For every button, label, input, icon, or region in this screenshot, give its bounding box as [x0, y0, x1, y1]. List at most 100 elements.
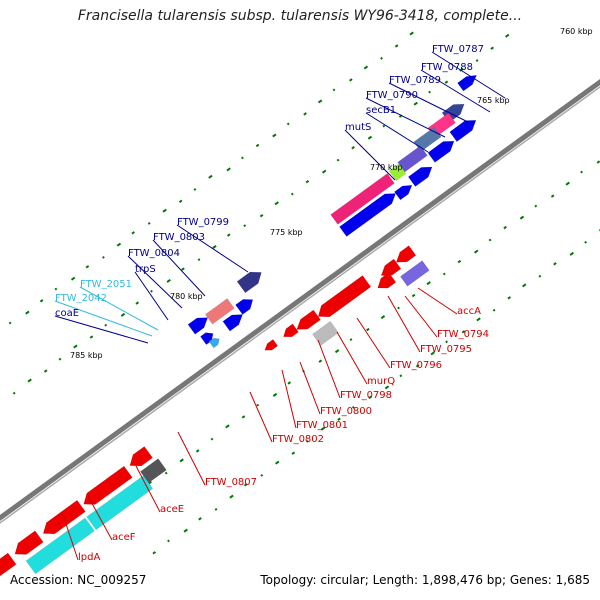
gc-dot [475, 59, 479, 62]
label-ftw-0807[interactable]: FTW_0807 [205, 477, 257, 488]
gc-dot [550, 194, 555, 198]
gene-forward[interactable] [394, 185, 413, 201]
gene-reverse[interactable] [283, 323, 299, 338]
gene-acca[interactable] [395, 245, 417, 263]
gene-murq[interactable] [296, 309, 321, 330]
gc-dot [336, 158, 340, 162]
gc-dot [317, 99, 323, 104]
label-ftw-2042[interactable]: FTW_2042 [55, 293, 107, 304]
leader-line [134, 271, 169, 321]
gc-dot [178, 199, 183, 203]
gc-dot [442, 272, 446, 276]
gc-dot [596, 160, 600, 164]
label-ftw-0790[interactable]: FTW_0790 [366, 90, 418, 101]
gc-dot [25, 310, 30, 315]
gene-ftw-0795[interactable] [317, 275, 372, 318]
gene-forward[interactable] [449, 119, 477, 142]
label-ftw-0803[interactable]: FTW_0803 [153, 232, 205, 243]
gc-dot [275, 460, 280, 465]
gene-ftw-0799[interactable] [236, 271, 262, 294]
leader-line [431, 51, 506, 99]
gene-reverse[interactable] [129, 446, 153, 467]
gene-ftw-2042[interactable] [208, 337, 220, 349]
gene-forward[interactable] [427, 140, 455, 163]
label-ftw-0799[interactable]: FTW_0799 [177, 217, 229, 228]
gc-dot [444, 80, 449, 84]
gc-dot [332, 88, 336, 92]
label-acef[interactable]: aceF [112, 532, 136, 543]
gene-trps[interactable] [187, 317, 209, 335]
gc-dot [286, 122, 290, 126]
gc-dot [490, 46, 494, 50]
gene-ftw-0794[interactable] [400, 260, 430, 287]
label-secb1[interactable]: secB1 [366, 105, 396, 116]
gc-dot [260, 473, 264, 477]
gc-dot [70, 276, 76, 281]
gene-reverse[interactable] [377, 272, 397, 289]
gc-dot [102, 256, 105, 259]
gc-dot [409, 31, 414, 36]
label-lpda[interactable]: lpdA [78, 552, 100, 563]
gc-dot [305, 179, 310, 184]
gene-ftw-0803[interactable] [205, 298, 235, 325]
label-muts[interactable]: mutS [345, 122, 371, 133]
gene-reverse[interactable] [14, 530, 44, 555]
label-ftw-0787[interactable]: FTW_0787 [432, 44, 484, 55]
gc-dot [208, 174, 213, 179]
gc-dot [58, 357, 62, 361]
gene-muts[interactable] [330, 173, 395, 225]
label-ftw-0800[interactable]: FTW_0800 [320, 406, 372, 417]
label-coae[interactable]: coaE [55, 308, 79, 319]
gene-ftw-0798[interactable] [312, 320, 339, 346]
label-ftw-0794[interactable]: FTW_0794 [437, 329, 489, 340]
gc-dot [255, 143, 260, 148]
gc-dot [366, 327, 370, 332]
gc-dot [380, 315, 386, 320]
gc-dot [193, 188, 197, 191]
gene-forward[interactable] [339, 193, 396, 237]
gc-dot [505, 33, 510, 38]
label-ftw-0789[interactable]: FTW_0789 [389, 75, 441, 86]
gene-acef[interactable] [42, 499, 86, 535]
label-ftw-0788[interactable]: FTW_0788 [421, 62, 473, 73]
backbone-line [0, 78, 600, 522]
label-ftw-0795[interactable]: FTW_0795 [420, 344, 472, 355]
label-ftw-0798[interactable]: FTW_0798 [340, 390, 392, 401]
gene-forward[interactable] [457, 74, 478, 92]
gc-dot [226, 167, 231, 172]
gc-dot [320, 426, 326, 431]
label-ftw-0802[interactable]: FTW_0802 [272, 434, 324, 445]
label-trps[interactable]: trpS [135, 264, 156, 275]
gc-dot [306, 439, 309, 443]
gc-dot [492, 308, 496, 312]
leader-line [356, 317, 391, 369]
map-title: Francisella tularensis subsp. tularensis… [77, 8, 523, 24]
label-ftw-0804[interactable]: FTW_0804 [128, 248, 180, 259]
gc-dot [384, 385, 390, 390]
gene-forward[interactable] [222, 314, 243, 332]
gc-dot [54, 287, 58, 291]
label-ftw-0796[interactable]: FTW_0796 [390, 360, 442, 371]
gene-ftw-0807[interactable] [140, 458, 167, 484]
gene-acef-cyan[interactable] [86, 475, 154, 531]
label-ftw-2051[interactable]: FTW_2051 [80, 279, 132, 290]
gc-dot [164, 471, 168, 475]
leader-line [127, 255, 183, 309]
gene-reverse[interactable] [0, 552, 17, 583]
leader-line [135, 465, 161, 513]
gc-dot [148, 480, 152, 485]
gc-dot [367, 135, 373, 140]
label-acee[interactable]: aceE [160, 504, 184, 515]
gene-ftw-0802[interactable] [264, 339, 279, 351]
gene-secb1[interactable] [388, 163, 407, 181]
leader-line [404, 295, 438, 338]
leader-line [387, 295, 421, 353]
gc-dot [195, 449, 200, 453]
label-ftw-0801[interactable]: FTW_0801 [296, 420, 348, 431]
label-murq[interactable]: murQ [367, 376, 395, 387]
gene-forward[interactable] [407, 166, 433, 187]
label-acca[interactable]: accA [457, 306, 481, 317]
gene-forward[interactable] [235, 299, 254, 315]
gene-lpda-cyan[interactable] [25, 517, 95, 575]
